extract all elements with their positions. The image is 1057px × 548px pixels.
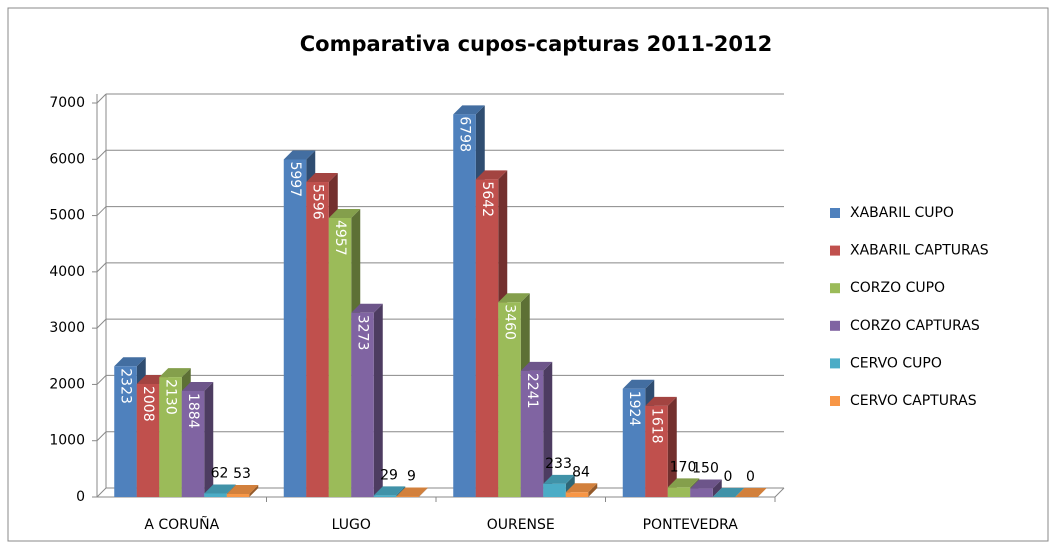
legend-label: CORZO CUPO bbox=[850, 280, 945, 296]
data-label: 1884 bbox=[185, 393, 201, 429]
data-label: 3273 bbox=[355, 315, 371, 351]
bar bbox=[227, 494, 250, 497]
data-label: 29 bbox=[380, 467, 398, 483]
legend-label: XABARIL CAPTURAS bbox=[850, 243, 989, 259]
x-tick-label: LUGO bbox=[332, 517, 371, 533]
data-label: 1924 bbox=[626, 391, 642, 427]
y-tick-label: 0 bbox=[76, 489, 85, 505]
data-label: 3460 bbox=[502, 304, 518, 340]
bar bbox=[476, 179, 499, 497]
data-label: 233 bbox=[545, 456, 572, 472]
data-label: 53 bbox=[233, 466, 251, 482]
data-label: 5997 bbox=[287, 161, 303, 197]
data-label: 2130 bbox=[163, 379, 179, 415]
legend-swatch bbox=[830, 396, 840, 406]
y-tick-label: 5000 bbox=[49, 208, 85, 224]
bar bbox=[374, 495, 397, 497]
bar bbox=[668, 487, 691, 497]
legend-label: CERVO CAPTURAS bbox=[850, 393, 977, 409]
bar bbox=[690, 489, 713, 497]
bar bbox=[204, 494, 227, 497]
x-tick-label: PONTEVEDRA bbox=[643, 517, 739, 533]
bar bbox=[306, 182, 329, 497]
data-label: 2323 bbox=[118, 368, 134, 404]
legend-label: XABARIL CUPO bbox=[850, 205, 954, 221]
legend-swatch bbox=[830, 208, 840, 218]
data-label: 2241 bbox=[524, 373, 540, 409]
data-label: 62 bbox=[211, 466, 229, 482]
data-label: 5642 bbox=[479, 181, 495, 217]
bar bbox=[566, 492, 589, 497]
y-tick-label: 1000 bbox=[49, 433, 85, 449]
legend-swatch bbox=[830, 283, 840, 293]
x-tick-label: OURENSE bbox=[487, 517, 555, 533]
data-label: 6798 bbox=[457, 116, 473, 152]
legend-swatch bbox=[830, 358, 840, 368]
data-label: 9 bbox=[407, 468, 416, 484]
legend-label: CERVO CUPO bbox=[850, 355, 942, 371]
y-tick-label: 3000 bbox=[49, 320, 85, 336]
bar bbox=[284, 159, 307, 497]
y-tick-label: 7000 bbox=[49, 95, 85, 111]
y-tick-label: 6000 bbox=[49, 151, 85, 167]
bar bbox=[543, 484, 566, 497]
bar bbox=[329, 218, 352, 497]
data-label: 0 bbox=[724, 469, 733, 485]
bar bbox=[453, 114, 476, 497]
data-label: 150 bbox=[692, 461, 719, 477]
chart-title: Comparativa cupos-capturas 2011-2012 bbox=[300, 32, 773, 56]
legend-label: CORZO CAPTURAS bbox=[850, 318, 980, 334]
y-tick-label: 4000 bbox=[49, 264, 85, 280]
legend-swatch bbox=[830, 246, 840, 256]
x-tick-label: A CORUÑA bbox=[144, 516, 219, 533]
legend-swatch bbox=[830, 321, 840, 331]
bar bbox=[396, 496, 419, 497]
data-label: 5596 bbox=[310, 184, 326, 220]
data-label: 4957 bbox=[332, 220, 348, 256]
data-label: 2008 bbox=[140, 386, 156, 422]
y-tick-label: 2000 bbox=[49, 376, 85, 392]
data-label: 0 bbox=[746, 469, 755, 485]
data-label: 1618 bbox=[649, 408, 665, 444]
data-label: 84 bbox=[572, 464, 590, 480]
